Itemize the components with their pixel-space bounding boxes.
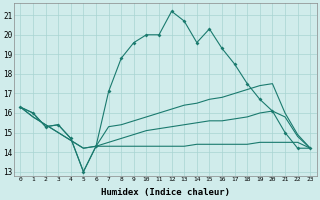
X-axis label: Humidex (Indice chaleur): Humidex (Indice chaleur) [101,188,230,197]
